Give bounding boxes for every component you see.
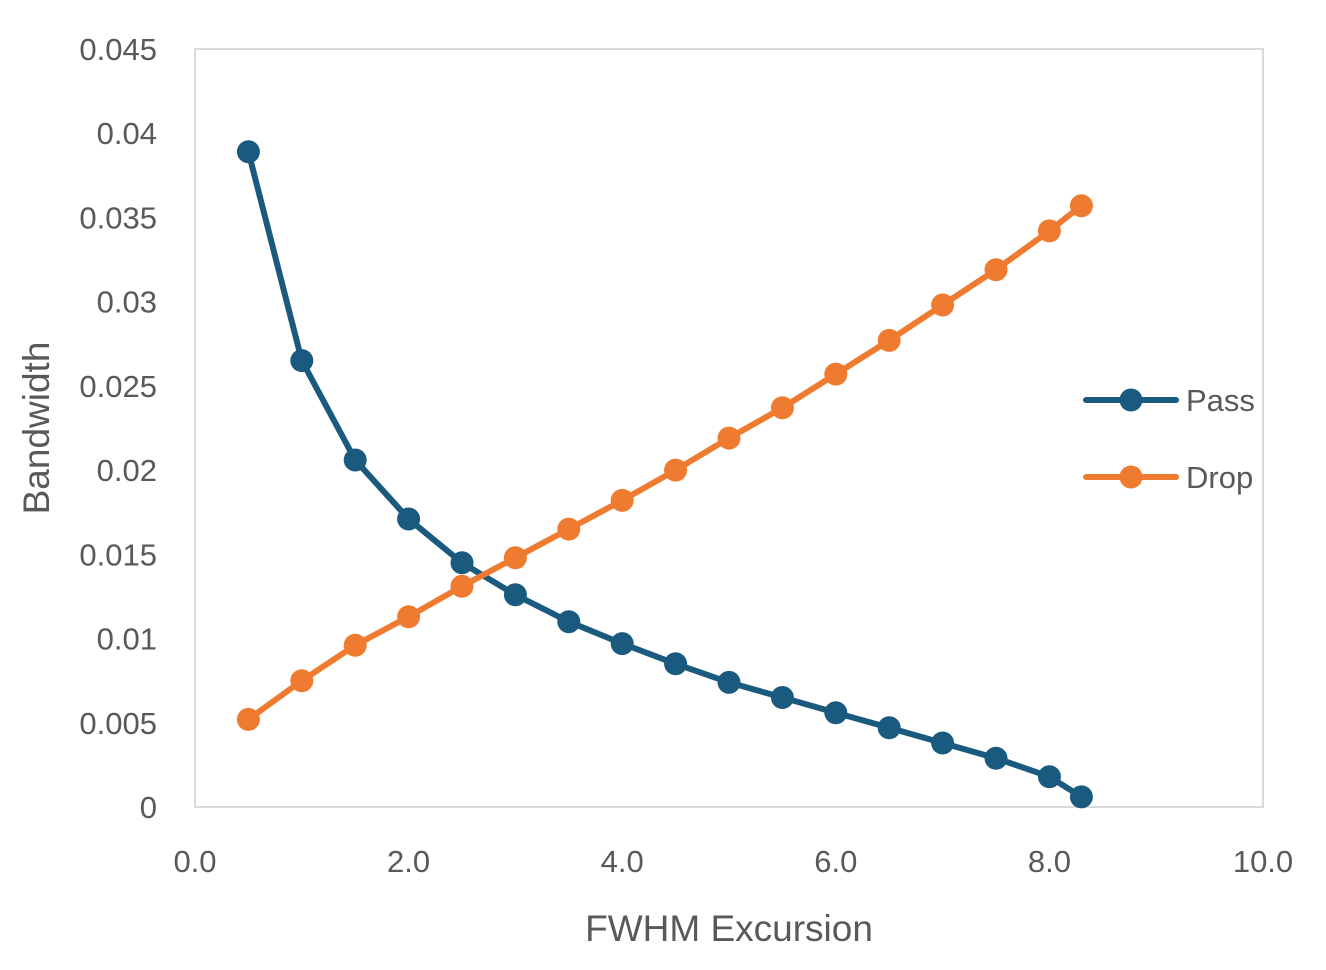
data-point-pass — [557, 610, 581, 634]
data-point-pass — [664, 652, 688, 676]
data-point-drop — [1069, 194, 1093, 218]
data-point-drop — [450, 574, 474, 598]
data-point-pass — [343, 448, 367, 472]
y-tick-label: 0.02 — [97, 453, 157, 488]
y-axis-ticks: 0 0.005 0.01 0.015 0.02 0.025 0.03 0.035 0.04 0.0… — [79, 32, 157, 825]
data-point-drop — [557, 517, 581, 541]
y-tick-label: 0.015 — [79, 537, 157, 572]
data-point-pass — [503, 583, 527, 607]
legend-marker — [1119, 388, 1143, 412]
series-drop — [236, 194, 1093, 731]
y-tick-label: 0.035 — [79, 200, 157, 235]
data-point-drop — [717, 426, 741, 450]
data-point-pass — [610, 632, 634, 656]
x-tick-label: 2.0 — [387, 844, 430, 879]
data-point-pass — [931, 731, 955, 755]
data-point-drop — [397, 605, 421, 629]
x-axis-title: FWHM Excursion — [585, 908, 873, 949]
x-tick-label: 0.0 — [173, 844, 216, 879]
legend-item-drop: Drop — [1083, 460, 1253, 495]
data-point-drop — [1037, 219, 1061, 243]
x-axis-ticks: 0.0 2.0 4.0 6.0 8.0 10.0 — [173, 844, 1293, 879]
data-point-pass — [397, 507, 421, 531]
data-point-drop — [503, 546, 527, 570]
data-point-pass — [1069, 785, 1093, 809]
data-point-drop — [984, 258, 1008, 282]
y-tick-label: 0.025 — [79, 369, 157, 404]
data-point-drop — [343, 633, 367, 657]
series-layer — [236, 140, 1093, 809]
data-point-pass — [984, 746, 1008, 770]
data-point-pass — [717, 670, 741, 694]
data-point-drop — [610, 488, 634, 512]
data-point-pass — [1037, 765, 1061, 789]
data-point-drop — [877, 328, 901, 352]
y-tick-label: 0.005 — [79, 706, 157, 741]
y-tick-label: 0.045 — [79, 32, 157, 67]
x-tick-label: 10.0 — [1233, 844, 1293, 879]
data-point-drop — [290, 669, 314, 693]
series-pass — [236, 140, 1093, 809]
data-point-pass — [236, 140, 260, 164]
y-tick-label: 0 — [140, 790, 157, 825]
y-tick-label: 0.01 — [97, 622, 157, 657]
legend: Pass Drop — [1083, 383, 1255, 495]
x-tick-label: 6.0 — [814, 844, 857, 879]
x-tick-label: 4.0 — [601, 844, 644, 879]
data-point-pass — [450, 551, 474, 575]
data-point-drop — [931, 293, 955, 317]
legend-item-pass: Pass — [1083, 383, 1255, 418]
legend-marker — [1119, 465, 1143, 489]
data-point-drop — [664, 458, 688, 482]
y-axis-title: Bandwidth — [16, 342, 57, 515]
data-point-pass — [770, 686, 794, 709]
y-tick-label: 0.04 — [97, 116, 157, 151]
data-point-pass — [877, 716, 901, 740]
x-tick-label: 8.0 — [1028, 844, 1071, 879]
data-point-drop — [236, 707, 260, 731]
legend-label: Pass — [1186, 383, 1255, 418]
data-point-drop — [770, 396, 794, 420]
data-point-pass — [824, 701, 848, 725]
y-tick-label: 0.03 — [97, 285, 157, 320]
data-point-drop — [824, 362, 848, 386]
data-point-pass — [290, 349, 314, 373]
legend-label: Drop — [1186, 460, 1253, 495]
